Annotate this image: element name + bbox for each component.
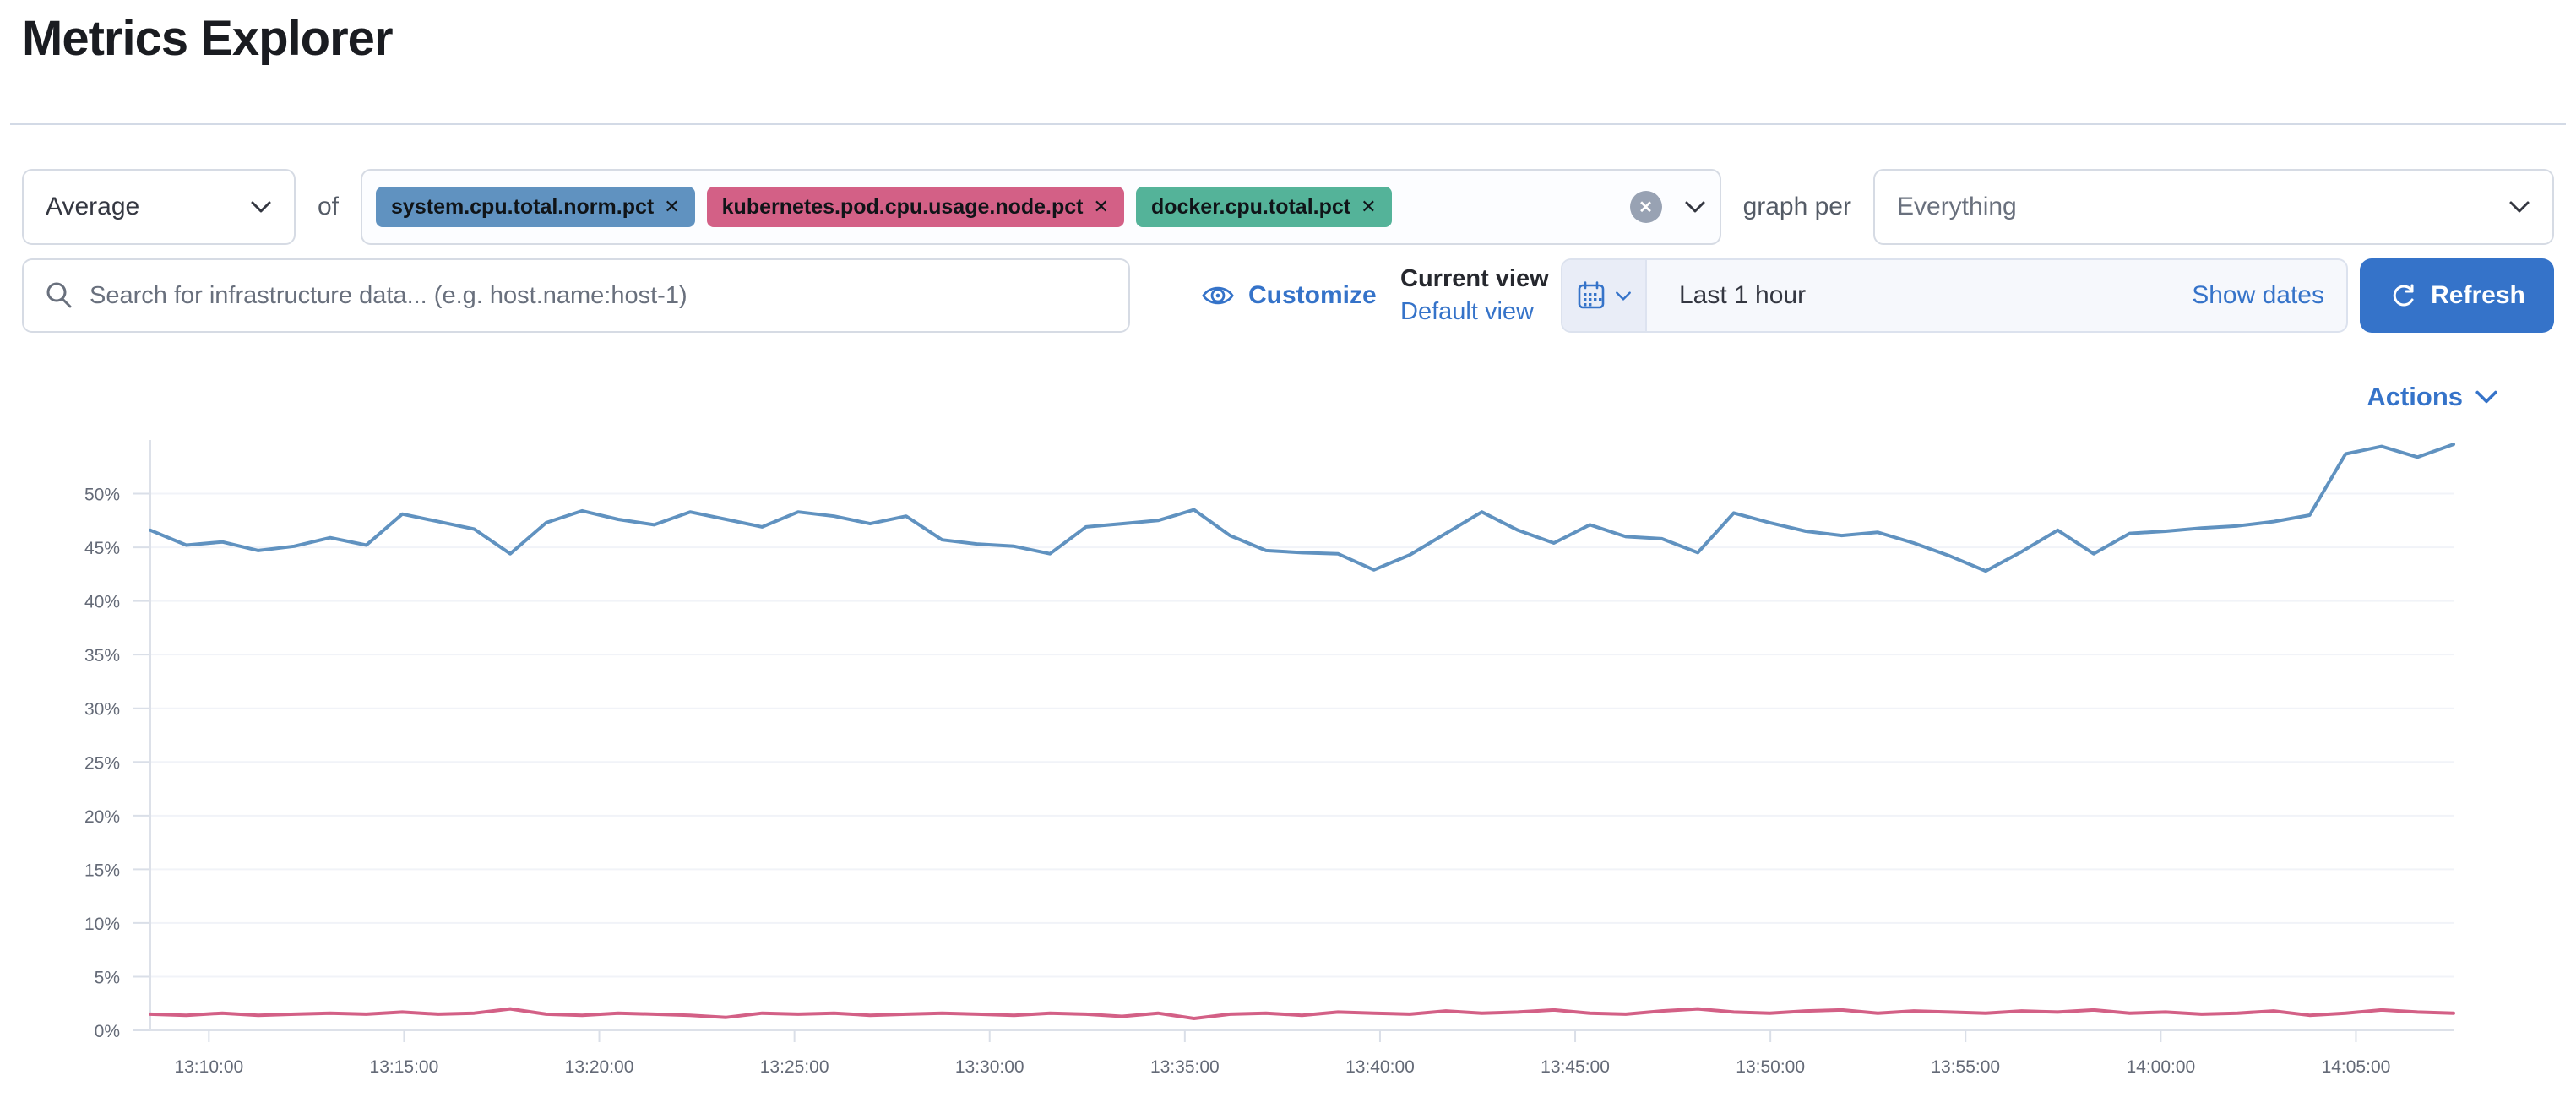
search-icon (46, 282, 72, 308)
aggregation-value: Average (46, 193, 140, 220)
refresh-button[interactable]: Refresh (2360, 258, 2554, 333)
date-quick-select-button[interactable] (1562, 260, 1647, 331)
query-toolbar: Customize Current view Default view Last… (22, 258, 2554, 336)
refresh-icon (2393, 284, 2414, 307)
metric-badge-label: docker.cpu.total.pct (1150, 194, 1351, 219)
graph-per-label: graph per (1742, 193, 1851, 220)
chevron-down-icon (1616, 291, 1631, 301)
show-dates-button[interactable]: Show dates (2192, 281, 2324, 309)
search-input[interactable] (90, 281, 1108, 310)
y-axis-label: 35% (84, 646, 120, 665)
y-axis-label: 15% (84, 861, 120, 880)
y-axis-label: 25% (84, 753, 120, 773)
x-axis-label: 14:05:00 (2322, 1057, 2391, 1077)
chevron-down-icon (2509, 201, 2530, 213)
view-switcher: Current view Default view (1400, 258, 1549, 333)
calendar-icon (1578, 281, 1605, 309)
metric-badge-docker-cpu[interactable]: docker.cpu.total.pct ✕ (1135, 187, 1392, 227)
refresh-label: Refresh (2431, 281, 2525, 309)
group-by-value: Everything (1897, 193, 2017, 220)
series-line-system.cpu.total.norm.pct (149, 443, 2455, 573)
page-title: Metrics Explorer (22, 11, 394, 66)
clear-all-metrics-button[interactable]: ✕ (1629, 191, 1662, 223)
customize-label: Customize (1248, 281, 1377, 309)
y-axis-label: 30% (84, 700, 120, 720)
date-picker: Last 1 hour Show dates (1561, 258, 2348, 333)
series-line-kubernetes.pod.cpu.usage.node.pct (149, 1007, 2455, 1020)
x-axis-label: 13:35:00 (1150, 1057, 1220, 1077)
time-range-value[interactable]: Last 1 hour (1679, 281, 1807, 309)
y-axis-label: 0% (95, 1022, 120, 1041)
actions-label: Actions (2367, 382, 2463, 411)
metric-badge-label: system.cpu.total.norm.pct (391, 194, 655, 219)
metric-badge-system-cpu[interactable]: system.cpu.total.norm.pct ✕ (376, 187, 695, 227)
default-view-link[interactable]: Default view (1400, 298, 1534, 325)
chevron-down-icon (251, 201, 271, 213)
remove-metric-icon[interactable]: ✕ (1093, 196, 1109, 217)
y-axis-label: 20% (84, 807, 120, 827)
x-axis-label: 13:55:00 (1931, 1057, 2000, 1077)
metrics-line-chart[interactable]: 0% 5% 10% 15% 20% 25% 30% 35% 40% 45% 50% 13:10:00 1… (0, 422, 2576, 1108)
header-divider (10, 123, 2566, 125)
y-axis-label: 10% (84, 915, 120, 934)
eye-icon (1202, 286, 1234, 305)
remove-metric-icon[interactable]: ✕ (664, 196, 680, 217)
group-by-select[interactable]: Everything (1873, 169, 2554, 245)
chevron-down-icon (2475, 390, 2497, 404)
y-axis-label: 5% (95, 968, 120, 987)
metric-badge-label: kubernetes.pod.cpu.usage.node.pct (721, 194, 1084, 219)
of-label: of (318, 193, 340, 220)
aggregation-select[interactable]: Average (22, 169, 296, 245)
chevron-down-icon[interactable] (1684, 200, 1706, 214)
current-view-label: Current view (1400, 265, 1549, 292)
x-axis-label: 13:25:00 (760, 1057, 829, 1077)
x-axis-label: 13:10:00 (174, 1057, 243, 1077)
metric-toolbar: Average of system.cpu.total.norm.pct ✕ k… (22, 169, 2554, 245)
remove-metric-icon[interactable]: ✕ (1361, 196, 1377, 217)
y-axis-label: 40% (84, 593, 120, 612)
x-axis-label: 14:00:00 (2126, 1057, 2195, 1077)
customize-button[interactable]: Customize (1201, 258, 1377, 333)
x-axis-label: 13:30:00 (955, 1057, 1024, 1077)
x-axis-label: 13:15:00 (370, 1057, 439, 1077)
metric-combobox[interactable]: system.cpu.total.norm.pct ✕ kubernetes.p… (361, 169, 1721, 245)
metric-badge-kubernetes-pod-cpu[interactable]: kubernetes.pod.cpu.usage.node.pct ✕ (706, 187, 1124, 227)
x-axis-label: 13:20:00 (565, 1057, 634, 1077)
search-box[interactable] (22, 258, 1130, 333)
x-axis-label: 13:45:00 (1541, 1057, 1610, 1077)
x-axis-label: 13:50:00 (1736, 1057, 1805, 1077)
y-axis-label: 50% (84, 486, 120, 505)
y-axis-label: 45% (84, 539, 120, 558)
x-axis-label: 13:40:00 (1345, 1057, 1415, 1077)
actions-menu-button[interactable]: Actions (2367, 382, 2498, 412)
